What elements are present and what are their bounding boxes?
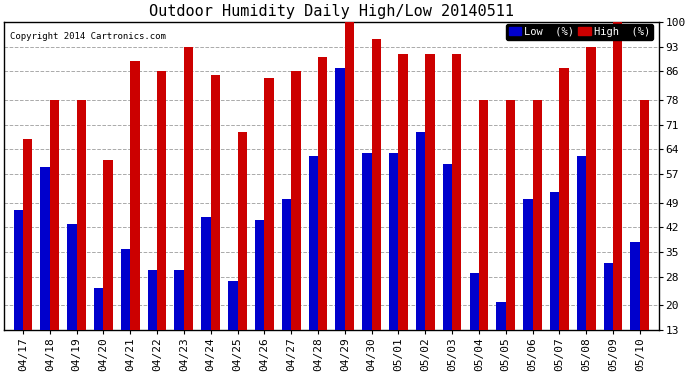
Bar (318, 57, 327, 330)
Bar (613, 22, 622, 330)
Bar (425, 54, 435, 330)
Bar (308, 156, 318, 330)
Bar (228, 280, 237, 330)
Bar (23, 139, 32, 330)
Bar (121, 249, 130, 330)
Bar (210, 75, 220, 330)
Bar (264, 78, 274, 330)
Bar (496, 302, 506, 330)
Bar (389, 153, 398, 330)
Legend: Low  (%), High  (%): Low (%), High (%) (506, 24, 653, 40)
Bar (282, 199, 291, 330)
Bar (560, 68, 569, 330)
Bar (416, 132, 425, 330)
Bar (41, 167, 50, 330)
Bar (362, 153, 372, 330)
Bar (550, 192, 560, 330)
Bar (77, 100, 86, 330)
Bar (586, 46, 595, 330)
Bar (67, 224, 77, 330)
Bar (479, 100, 489, 330)
Bar (604, 263, 613, 330)
Bar (506, 100, 515, 330)
Bar (175, 270, 184, 330)
Bar (372, 39, 381, 330)
Bar (335, 68, 345, 330)
Bar (469, 273, 479, 330)
Bar (255, 220, 264, 330)
Bar (533, 100, 542, 330)
Bar (237, 132, 247, 330)
Bar (523, 199, 533, 330)
Text: Copyright 2014 Cartronics.com: Copyright 2014 Cartronics.com (10, 32, 166, 41)
Bar (452, 54, 462, 330)
Bar (130, 61, 139, 330)
Bar (443, 164, 452, 330)
Bar (94, 288, 104, 330)
Bar (184, 46, 193, 330)
Bar (291, 71, 301, 330)
Bar (398, 54, 408, 330)
Bar (157, 71, 166, 330)
Bar (201, 217, 210, 330)
Bar (50, 100, 59, 330)
Bar (148, 270, 157, 330)
Bar (631, 242, 640, 330)
Bar (345, 22, 354, 330)
Bar (14, 210, 23, 330)
Bar (577, 156, 586, 330)
Bar (104, 160, 112, 330)
Title: Outdoor Humidity Daily High/Low 20140511: Outdoor Humidity Daily High/Low 20140511 (149, 4, 514, 19)
Bar (640, 100, 649, 330)
